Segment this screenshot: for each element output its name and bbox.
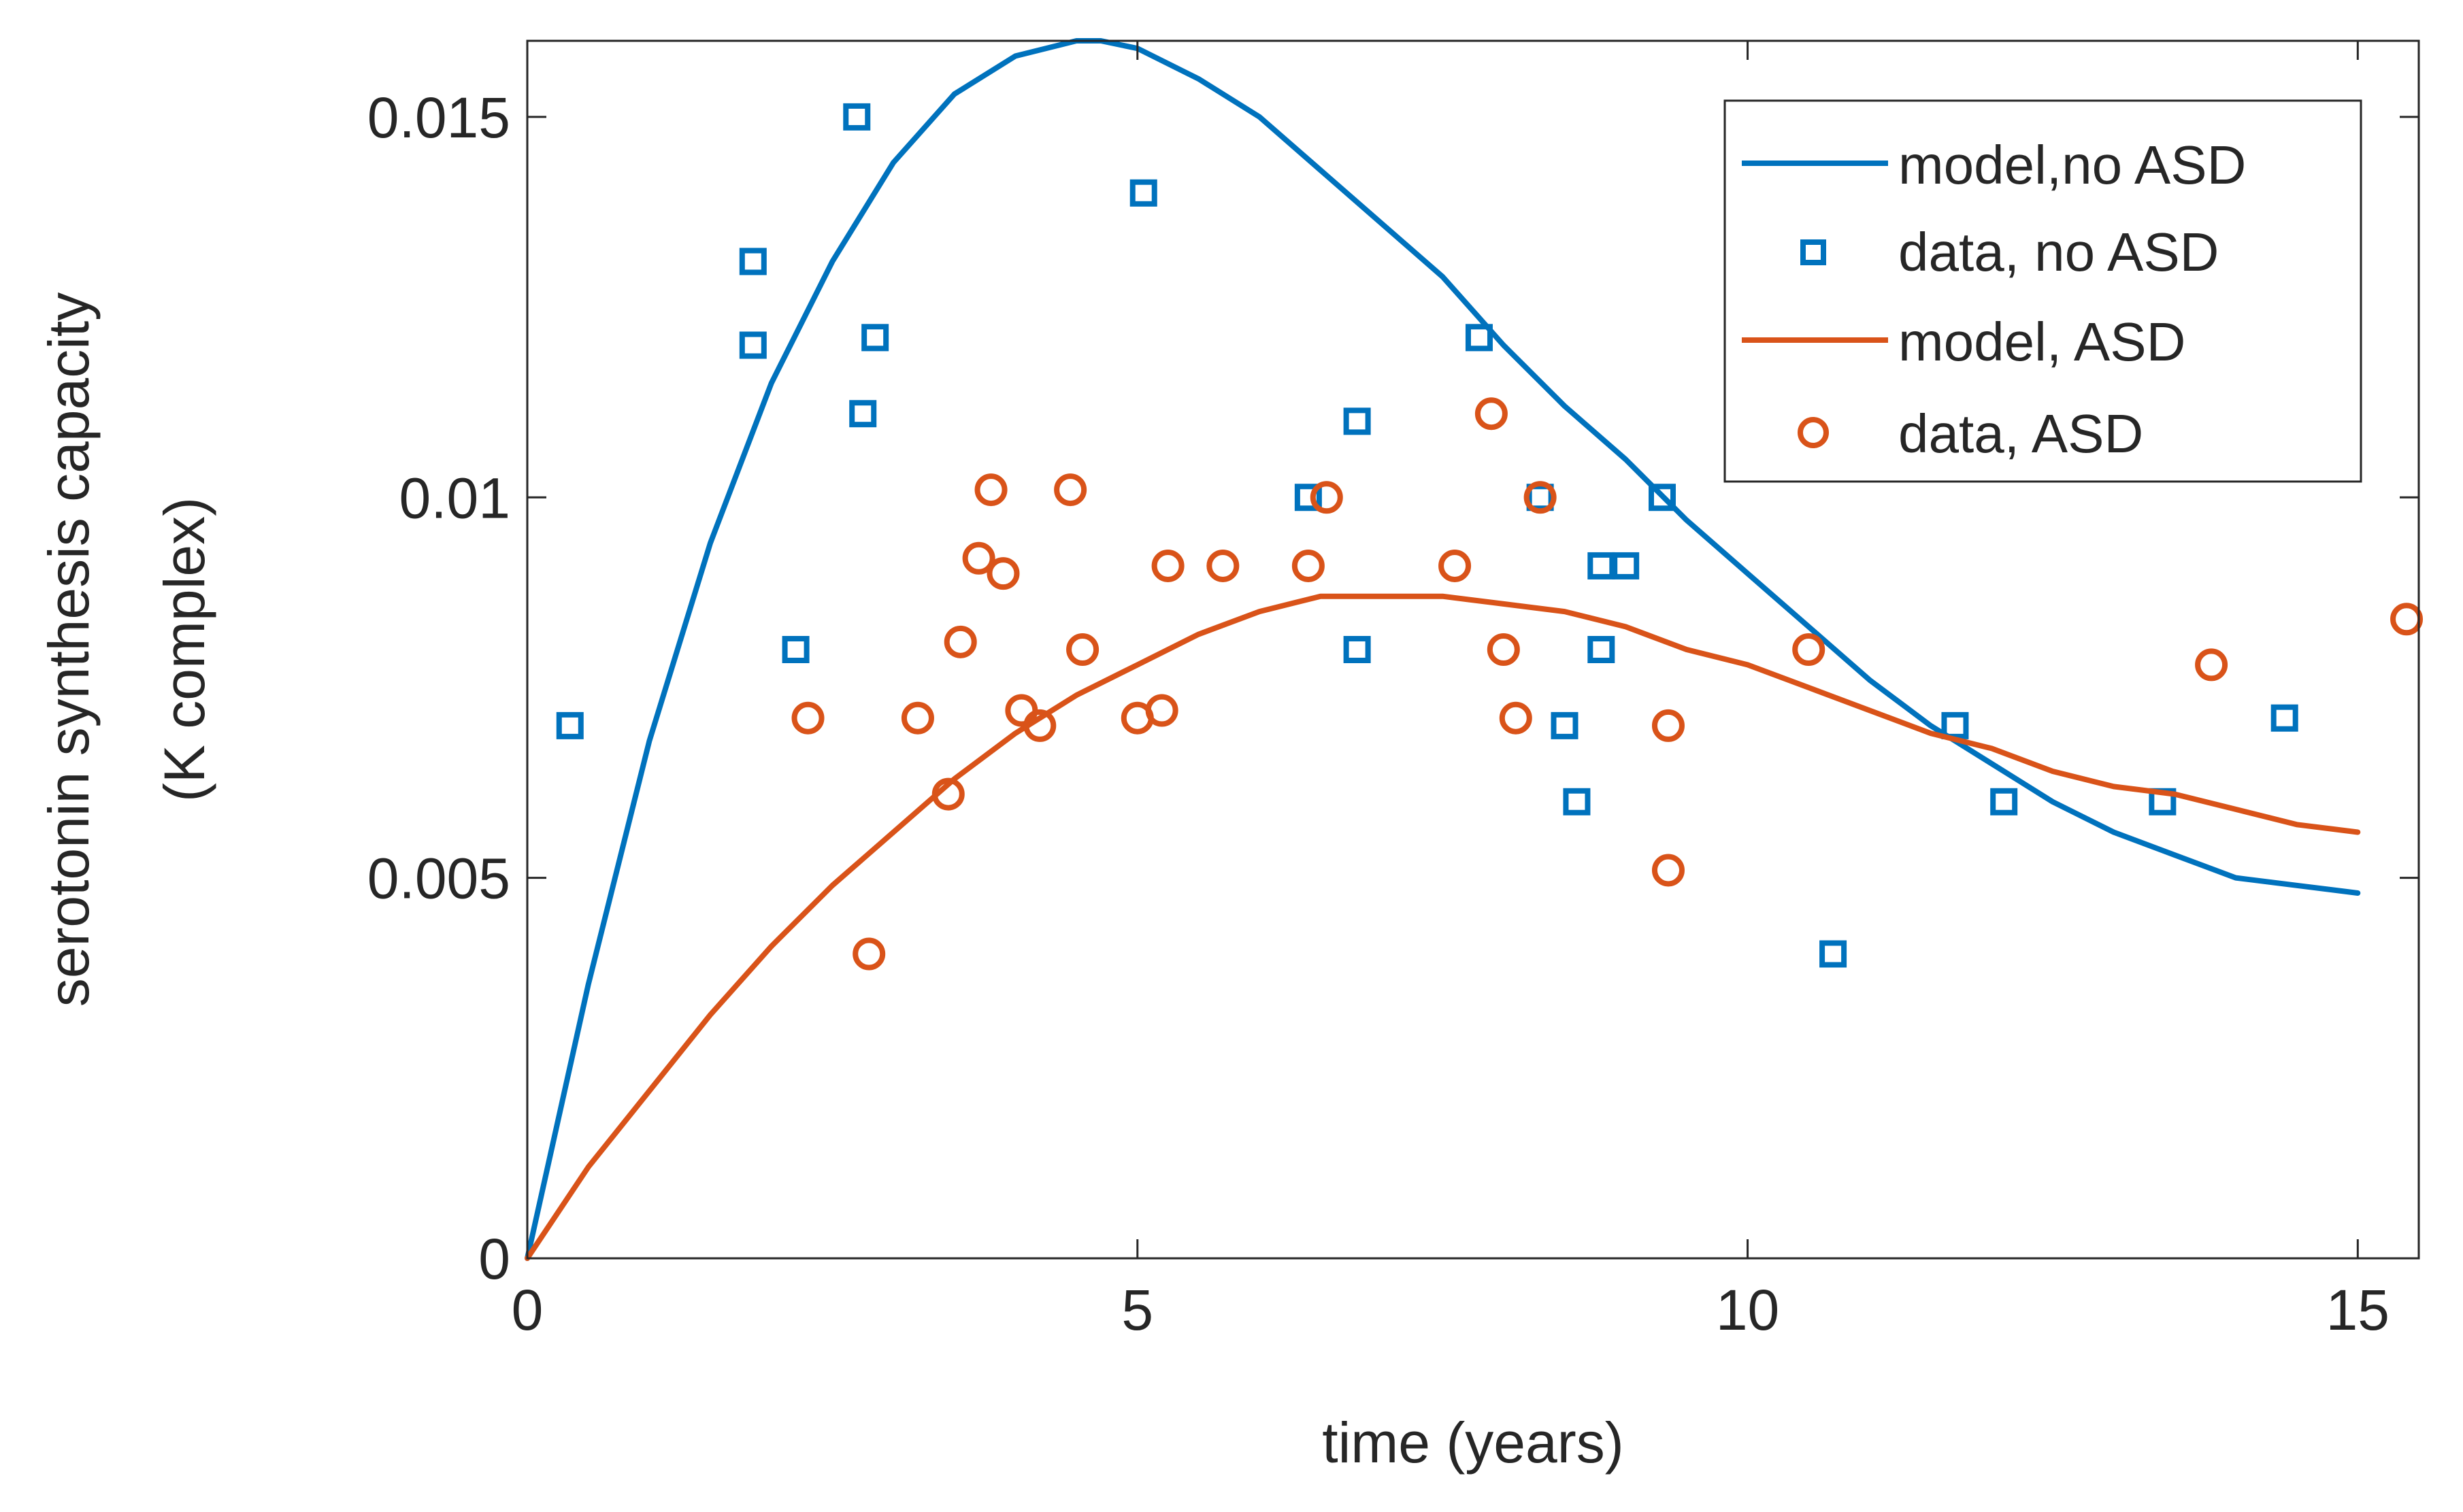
legend-label-model-asd: model, ASD xyxy=(1898,312,2185,372)
data-point-data-no-asd xyxy=(1551,711,1578,739)
x-tick-label: 15 xyxy=(2326,1278,2390,1342)
data-point-data-asd xyxy=(1054,473,1087,507)
data-point-data-no-asd xyxy=(843,103,871,131)
x-axis-label: time (years) xyxy=(1322,1411,1623,1475)
data-point-data-asd xyxy=(1474,397,1508,431)
x-tick-label: 10 xyxy=(1716,1278,1779,1342)
series-line-model-asd xyxy=(525,593,2361,1261)
data-point-data-asd xyxy=(1291,549,1325,582)
data-point-data-no-asd xyxy=(1819,940,1847,968)
data-point-data-asd xyxy=(1487,633,1520,666)
data-point-data-no-asd xyxy=(1343,636,1371,663)
data-point-data-no-asd xyxy=(1465,324,1493,352)
y-tick-label: 0.015 xyxy=(367,86,510,150)
data-point-data-no-asd xyxy=(1563,788,1591,816)
y-axis-label-line-1: serotonin synthesis capacity xyxy=(37,292,101,1007)
series-line-model-no-asd xyxy=(525,38,2361,1261)
data-point-data-no-asd xyxy=(782,636,810,663)
axis-ticks: 0 5 10 15 0 0.005 0.01 0.015 xyxy=(367,41,2419,1342)
data-point-data-no-asd xyxy=(861,324,889,352)
data-point-data-asd xyxy=(1792,633,1825,666)
data-point-data-no-asd xyxy=(849,400,877,428)
legend-marker-data-no-asd xyxy=(1800,239,1826,265)
data-point-data-no-asd xyxy=(1587,636,1615,663)
data-point-data-asd xyxy=(1310,481,1343,514)
data-point-data-no-asd xyxy=(1343,407,1371,435)
y-tick-label: 0 xyxy=(478,1227,510,1291)
legend-label-data-no-asd: data, no ASD xyxy=(1898,222,2219,282)
data-point-data-asd xyxy=(1438,549,1472,582)
data-point-data-no-asd xyxy=(2270,704,2298,732)
data-point-data-asd xyxy=(791,701,825,735)
legend-label-model-no-asd: model,no ASD xyxy=(1898,135,2246,195)
data-point-data-no-asd xyxy=(1612,552,1640,579)
data-point-data-no-asd xyxy=(739,248,767,275)
x-tick-label: 5 xyxy=(1121,1278,1153,1342)
data-point-data-asd xyxy=(962,541,995,575)
data-point-data-asd xyxy=(987,557,1020,590)
data-point-data-asd xyxy=(931,777,965,811)
plot-area xyxy=(525,38,2424,1261)
data-point-data-asd xyxy=(901,701,934,735)
axes-box xyxy=(526,39,2420,1260)
data-point-data-asd xyxy=(1066,633,1100,666)
data-point-data-asd xyxy=(944,625,977,658)
legend-marker-data-asd xyxy=(1798,417,1829,448)
y-tick-label: 0.005 xyxy=(367,847,510,911)
data-point-data-no-asd xyxy=(1990,788,2018,816)
x-tick-label: 0 xyxy=(512,1278,544,1342)
legend-label-data-asd: data, ASD xyxy=(1898,403,2143,464)
data-point-data-asd xyxy=(1651,854,1685,887)
data-point-data-asd xyxy=(1499,701,1532,735)
legend: model,no ASD data, no ASD model, ASD dat… xyxy=(1723,99,2362,483)
data-point-data-asd xyxy=(1523,481,1557,514)
y-axis-label-line-2: (K complex) xyxy=(152,497,216,802)
data-point-data-asd xyxy=(1206,549,1240,582)
data-point-data-asd xyxy=(1651,709,1685,742)
data-point-data-asd xyxy=(1151,549,1185,582)
data-point-data-asd xyxy=(974,473,1008,507)
data-point-data-asd xyxy=(2390,603,2424,636)
data-point-data-no-asd xyxy=(1649,484,1676,511)
data-point-data-no-asd xyxy=(556,711,584,739)
data-point-data-no-asd xyxy=(1941,711,1969,739)
data-point-data-asd xyxy=(2195,648,2228,682)
data-point-data-asd xyxy=(853,937,886,971)
y-tick-label: 0.01 xyxy=(399,466,511,530)
data-point-data-no-asd xyxy=(1294,484,1322,511)
data-point-data-no-asd xyxy=(1129,179,1157,207)
data-point-data-asd xyxy=(1023,709,1057,742)
data-point-data-no-asd xyxy=(739,331,767,359)
data-point-data-asd xyxy=(1145,694,1178,727)
